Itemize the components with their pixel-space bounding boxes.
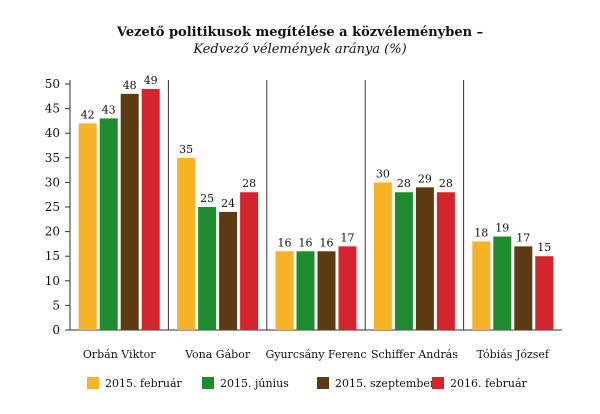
bar-value-label: 16 <box>299 236 313 249</box>
y-tick-label: 35 <box>45 151 60 165</box>
legend-swatch <box>317 377 329 389</box>
y-tick-label: 25 <box>45 200 60 214</box>
bar <box>338 246 357 330</box>
y-tick-label: 0 <box>52 323 60 337</box>
bar-value-label: 28 <box>439 177 453 190</box>
bar-value-label: 29 <box>418 172 432 185</box>
bar-value-label: 15 <box>537 241 551 254</box>
bar <box>78 123 97 330</box>
bar <box>99 118 118 330</box>
legend: 2015. február 2015. június 2015. szeptembe… <box>87 377 528 390</box>
bar <box>472 241 491 330</box>
y-tick-label: 5 <box>52 298 60 312</box>
legend-label: 2015. szeptember <box>335 377 436 390</box>
bar-value-label: 17 <box>341 231 355 244</box>
bar-value-label: 18 <box>474 226 488 239</box>
bar <box>415 187 434 330</box>
bar-value-label: 35 <box>179 143 193 156</box>
bar <box>240 192 259 330</box>
legend-label: 2015. június <box>220 377 289 390</box>
chart-title: Vezető politikusok megítélése a közvélem… <box>116 25 483 40</box>
y-tick-label: 30 <box>45 175 60 189</box>
bar <box>535 256 554 330</box>
chart-subtitle: Kedvező vélemények aránya (%) <box>192 42 406 57</box>
category-label: Tóbiás József <box>477 348 550 361</box>
bar <box>219 211 238 330</box>
bar-value-label: 43 <box>102 103 116 116</box>
category-label: Vona Gábor <box>184 348 251 361</box>
bar <box>141 88 160 330</box>
y-tick-label: 15 <box>45 249 60 263</box>
bar-value-label: 24 <box>221 197 235 210</box>
bar-value-label: 42 <box>81 108 95 121</box>
legend-label: 2015. február <box>105 377 183 390</box>
bar <box>120 93 139 330</box>
category-label: Orbán Viktor <box>83 348 156 361</box>
category-label: Gyurcsány Ferenc <box>265 348 366 361</box>
bar <box>275 251 294 330</box>
bar <box>514 246 533 330</box>
bar-value-label: 16 <box>278 236 292 249</box>
bar <box>177 157 196 330</box>
bar-value-label: 28 <box>242 177 256 190</box>
bar-value-label: 25 <box>200 192 214 205</box>
bar <box>317 251 336 330</box>
bar <box>436 192 455 330</box>
bar-value-label: 28 <box>397 177 411 190</box>
bar <box>296 251 315 330</box>
bar-value-label: 16 <box>320 236 334 249</box>
bar <box>373 182 392 330</box>
category-label: Schiffer András <box>371 348 458 361</box>
y-tick-label: 45 <box>45 102 60 116</box>
legend-swatch <box>202 377 214 389</box>
legend-label: 2016. február <box>450 377 528 390</box>
legend-swatch <box>87 377 99 389</box>
bar-value-label: 48 <box>123 79 137 92</box>
bar <box>493 236 512 330</box>
bar-value-label: 17 <box>516 231 530 244</box>
y-tick-label: 40 <box>45 126 60 140</box>
y-tick-label: 10 <box>45 274 60 288</box>
y-tick-label: 20 <box>45 225 60 239</box>
legend-swatch <box>432 377 444 389</box>
bar-value-label: 30 <box>376 167 390 180</box>
bar-value-label: 19 <box>495 222 509 235</box>
bar <box>394 192 413 330</box>
bar <box>198 207 217 330</box>
bar-value-label: 49 <box>144 74 158 87</box>
plot-area: 0 5 10 15 20 25 30 35 40 45 50 42 43 48 49 Orbán Viktor… <box>45 74 562 361</box>
y-tick-label: 50 <box>45 77 60 91</box>
